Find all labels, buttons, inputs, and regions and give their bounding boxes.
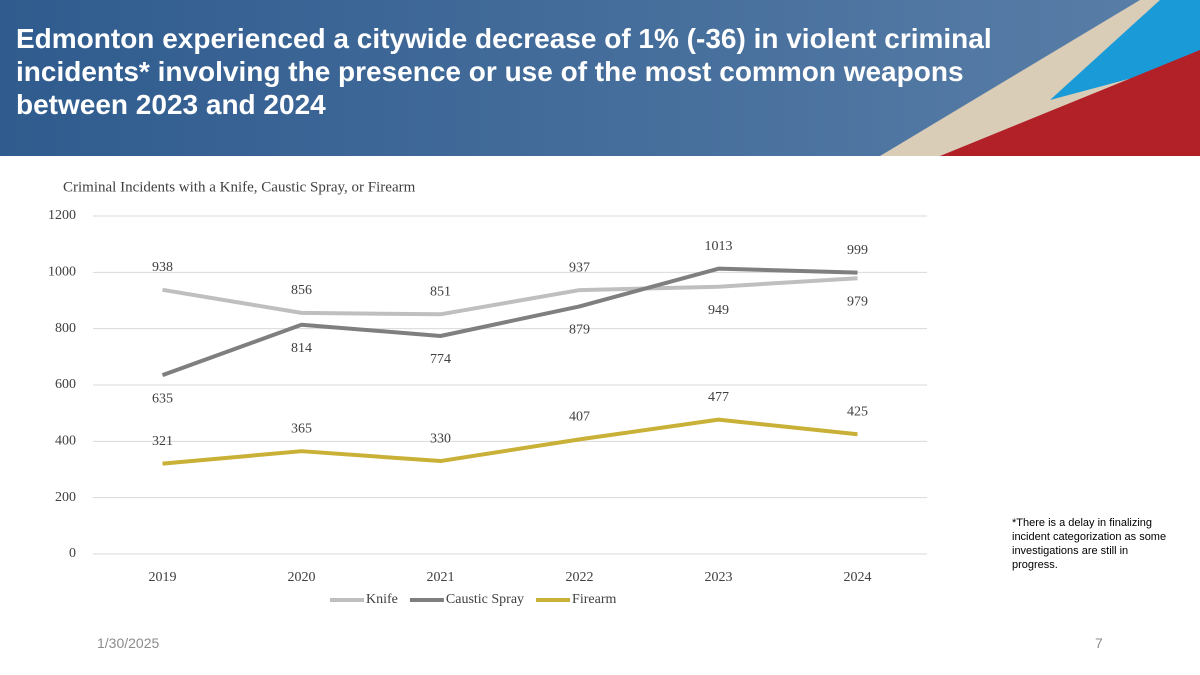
line	[162, 417, 858, 466]
data-label: 851	[430, 285, 451, 300]
data-label: 425	[847, 405, 868, 420]
x-tick-label: 2020	[288, 570, 316, 585]
y-tick-label: 1000	[48, 265, 76, 280]
data-label: 407	[569, 410, 590, 425]
data-label: 879	[569, 323, 590, 338]
date: 1/30/2025	[97, 635, 160, 651]
data-label: 979	[847, 294, 868, 309]
footnote: *There is a delay in finalizing incident…	[1012, 517, 1167, 571]
page-number: 7	[1095, 635, 1103, 651]
y-tick-label: 0	[69, 546, 76, 561]
data-label: 949	[708, 303, 729, 318]
data-label: 365	[291, 421, 312, 436]
legend-label: Firearm	[572, 592, 616, 607]
data-label: 330	[430, 431, 451, 446]
data-label: 856	[291, 283, 312, 298]
line	[161, 266, 858, 378]
y-tick-label: 400	[55, 434, 76, 449]
x-tick-label: 2021	[427, 570, 455, 585]
x-tick-label: 2019	[149, 570, 177, 585]
data-label: 774	[430, 352, 451, 367]
y-tick-label: 600	[55, 377, 76, 392]
y-tick-label: 1200	[48, 208, 76, 223]
x-tick-label: 2024	[844, 570, 872, 585]
data-label: 477	[708, 390, 729, 405]
legend-label: Caustic Spray	[446, 592, 524, 607]
data-label: 937	[569, 260, 590, 275]
header-stripe	[940, 50, 1200, 156]
x-tick-label: 2022	[566, 570, 594, 585]
y-tick-label: 200	[55, 490, 76, 505]
data-label: 1013	[705, 239, 733, 254]
data-label: 635	[152, 391, 173, 406]
line	[162, 276, 858, 317]
x-tick-label: 2023	[705, 570, 733, 585]
y-tick-label: 800	[55, 321, 76, 336]
legend-label: Knife	[366, 592, 398, 607]
header-stripe	[1050, 0, 1200, 100]
chart-title: Criminal Incidents with a Knife, Caustic…	[63, 179, 416, 195]
data-label: 938	[152, 260, 173, 275]
slide-title: Edmonton experienced a citywide decrease…	[16, 23, 992, 120]
data-label: 814	[291, 341, 312, 356]
data-label: 321	[152, 434, 173, 449]
data-label: 999	[847, 243, 868, 258]
